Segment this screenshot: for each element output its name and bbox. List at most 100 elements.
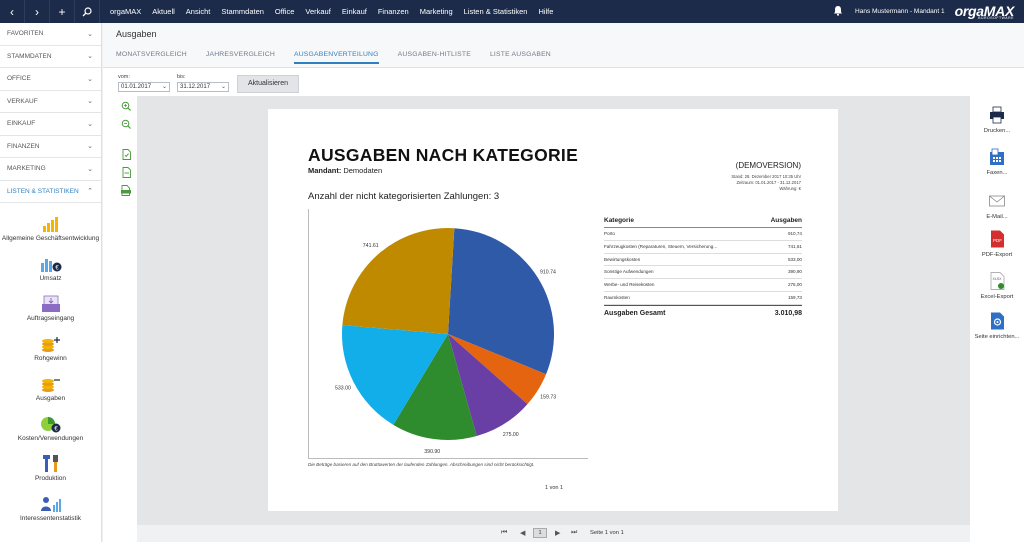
tab-jahresvergleich[interactable]: JAHRESVERGLEICH	[205, 51, 275, 58]
top-menu-bar: ‹ › + orgaMAX Aktuell Ansicht Stammdaten…	[0, 0, 1024, 23]
sidebar-item-interessentenstatistik[interactable]: Interessentenstatistik	[0, 491, 101, 531]
print-button[interactable]: Drucken...	[970, 106, 1024, 134]
page-setup-button[interactable]: Seite einrichten...	[970, 312, 1024, 340]
sidebar-item-kosten-verwendungen[interactable]: € Kosten/Verwendungen	[0, 411, 101, 451]
chevron-down-icon: ⌄	[87, 120, 93, 128]
sidebar-item-label: Auftragseingang	[26, 315, 75, 322]
row-category: Werbe- und Reisekosten	[604, 282, 655, 288]
sidebar-item-umsatz[interactable]: € Umsatz	[0, 251, 101, 291]
add-icon[interactable]: +	[50, 0, 75, 23]
row-amount: 159,73	[787, 294, 802, 300]
pdf-export-button[interactable]: PDF PDF-Export	[970, 230, 1024, 258]
fax-button[interactable]: Faxen...	[970, 148, 1024, 176]
email-button[interactable]: E-Mail...	[970, 192, 1024, 220]
print-label: Drucken...	[983, 128, 1011, 134]
report-waehrung: Währung: €	[779, 186, 801, 191]
page-100-icon[interactable]	[121, 185, 131, 196]
page-settings-icon	[989, 312, 1005, 330]
sidebar-section-finanzen[interactable]: FINANZEN ⌄	[0, 136, 101, 158]
tab-monatsvergleich[interactable]: MONATSVERGLEICH	[116, 51, 187, 58]
excel-export-label: Excel-Export	[980, 294, 1014, 300]
tools-icon	[40, 453, 62, 473]
printer-icon	[989, 106, 1005, 124]
tab-liste-ausgaben[interactable]: LISTE AUSGABEN	[489, 51, 551, 58]
menu-item-marketing[interactable]: Marketing	[419, 7, 453, 16]
row-category: Sonstige Aufwendungen	[604, 269, 654, 275]
page-fit-icon[interactable]	[121, 149, 131, 160]
to-date-select[interactable]: 31.12.2017 ⌄	[177, 82, 229, 92]
sidebar-item-label: Rohgewinn	[34, 355, 67, 362]
row-amount: 910,74	[787, 231, 802, 236]
menu-item-orgamax[interactable]: orgaMAX	[110, 7, 142, 16]
sidebar-item-allgemeine-geschaeftsentwicklung[interactable]: Allgemeine Geschäftsentwicklung	[0, 211, 101, 251]
sidebar-section-label: MARKETING	[7, 165, 46, 173]
sidebar-section-label: EINKAUF	[7, 120, 36, 128]
menu-item-verkauf[interactable]: Verkauf	[305, 7, 331, 16]
tab-ausgabenverteilung[interactable]: AUSGABENVERTEILUNG	[293, 51, 379, 64]
forward-icon[interactable]: ›	[25, 0, 50, 23]
sidebar-section-stammdaten[interactable]: STAMMDATEN ⌄	[0, 46, 101, 68]
refresh-button[interactable]: Aktualisieren	[237, 75, 299, 93]
sidebar-section-label: VERKAUF	[7, 97, 38, 105]
row-amount: 390,90	[787, 269, 802, 275]
revenue-chart-icon: €	[40, 253, 62, 273]
last-page-icon[interactable]: ⏭	[571, 529, 578, 536]
sidebar-item-ausgaben[interactable]: Ausgaben	[0, 371, 101, 411]
search-icon[interactable]	[75, 0, 100, 23]
menu-item-office[interactable]: Office	[274, 7, 295, 16]
sidebar-item-rohgewinn[interactable]: Rohgewinn	[0, 331, 101, 371]
bell-icon[interactable]	[833, 5, 843, 19]
sidebar-section-listen-statistiken[interactable]: LISTEN & STATISTIKEN ⌃	[0, 181, 101, 203]
sidebar-item-label: Umsatz	[39, 275, 62, 282]
zoom-in-icon[interactable]	[121, 101, 131, 112]
first-page-icon[interactable]: ⏮	[501, 529, 508, 536]
sidebar-item-auftragseingang[interactable]: Auftragseingang	[0, 291, 101, 331]
table-row: Raumkosten 159,73	[604, 292, 802, 305]
svg-text:XLSX: XLSX	[993, 277, 1003, 281]
page-number-input[interactable]: 1	[533, 528, 547, 538]
uncategorized-count: Anzahl der nicht kategorisierten Zahlung…	[308, 191, 500, 202]
report-viewer: AUSGABEN NACH KATEGORIE Mandant: Demodate…	[137, 96, 970, 525]
excel-export-button[interactable]: XLSX Excel-Export	[970, 272, 1024, 300]
next-page-icon[interactable]: ▶	[555, 530, 561, 537]
sidebar-section-verkauf[interactable]: VERKAUF ⌄	[0, 91, 101, 113]
menu-item-listen-statistiken[interactable]: Listen & Statistiken	[463, 7, 528, 16]
sidebar-section-office[interactable]: OFFICE ⌄	[0, 68, 101, 91]
menu-item-stammdaten[interactable]: Stammdaten	[221, 7, 264, 16]
chevron-down-icon: ⌄	[87, 165, 93, 173]
menu-item-einkauf[interactable]: Einkauf	[341, 7, 367, 16]
viewer-right-toolbar: Drucken... Faxen... E-Mail... PDF PDF-Ex…	[970, 96, 1024, 542]
report-page-number: 1 von 1	[545, 485, 564, 491]
table-header: Kategorie Ausgaben	[604, 217, 802, 228]
content-header: Ausgaben MONATSVERGLEICH JAHRESVERGLEICH…	[103, 23, 1024, 68]
sidebar-section-einkauf[interactable]: EINKAUF ⌄	[0, 113, 101, 136]
user-name[interactable]: Hans Mustermann - Mandant 1	[855, 8, 945, 15]
demo-label: (DEMOVERSION)	[735, 161, 801, 170]
pagination-bar: ⏮ ◀ 1 ▶ ⏭ Seite 1 von 1	[137, 525, 970, 542]
sidebar-section-favoriten[interactable]: FAVORITEN ⌄	[0, 23, 101, 46]
report-note: Die Beträge basieren auf den Bruttowerte…	[308, 462, 535, 467]
back-icon[interactable]: ‹	[0, 0, 25, 23]
excel-icon: XLSX	[989, 272, 1005, 290]
row-category: Porto	[604, 231, 615, 236]
col-amount: Ausgaben	[770, 217, 802, 224]
prev-page-icon[interactable]: ◀	[520, 530, 526, 537]
pie-slice	[342, 325, 448, 425]
from-date-select[interactable]: 01.01.2017 ⌄	[118, 82, 170, 92]
pie-slice-label: 741.61	[363, 243, 379, 249]
menu-item-finanzen[interactable]: Finanzen	[377, 7, 409, 16]
pie-chart-icon: €	[40, 413, 62, 433]
chevron-down-icon: ⌄	[161, 84, 167, 90]
menu-item-hilfe[interactable]: Hilfe	[538, 7, 554, 16]
sidebar-section-marketing[interactable]: MARKETING ⌄	[0, 158, 101, 181]
sidebar-item-label: Ausgaben	[35, 395, 66, 402]
zoom-out-icon[interactable]	[121, 119, 131, 130]
menu-item-aktuell[interactable]: Aktuell	[152, 7, 175, 16]
inbox-icon	[40, 293, 62, 313]
menu-item-ansicht[interactable]: Ansicht	[185, 7, 211, 16]
sidebar-item-produktion[interactable]: Produktion	[0, 451, 101, 491]
page-width-icon[interactable]	[121, 167, 131, 178]
tab-ausgaben-hitliste[interactable]: AUSGABEN-HITLISTE	[397, 51, 471, 58]
sidebar-item-label: Allgemeine Geschäftsentwicklung	[1, 235, 100, 242]
table-row: Bewirtungskosten 533,00	[604, 254, 802, 267]
